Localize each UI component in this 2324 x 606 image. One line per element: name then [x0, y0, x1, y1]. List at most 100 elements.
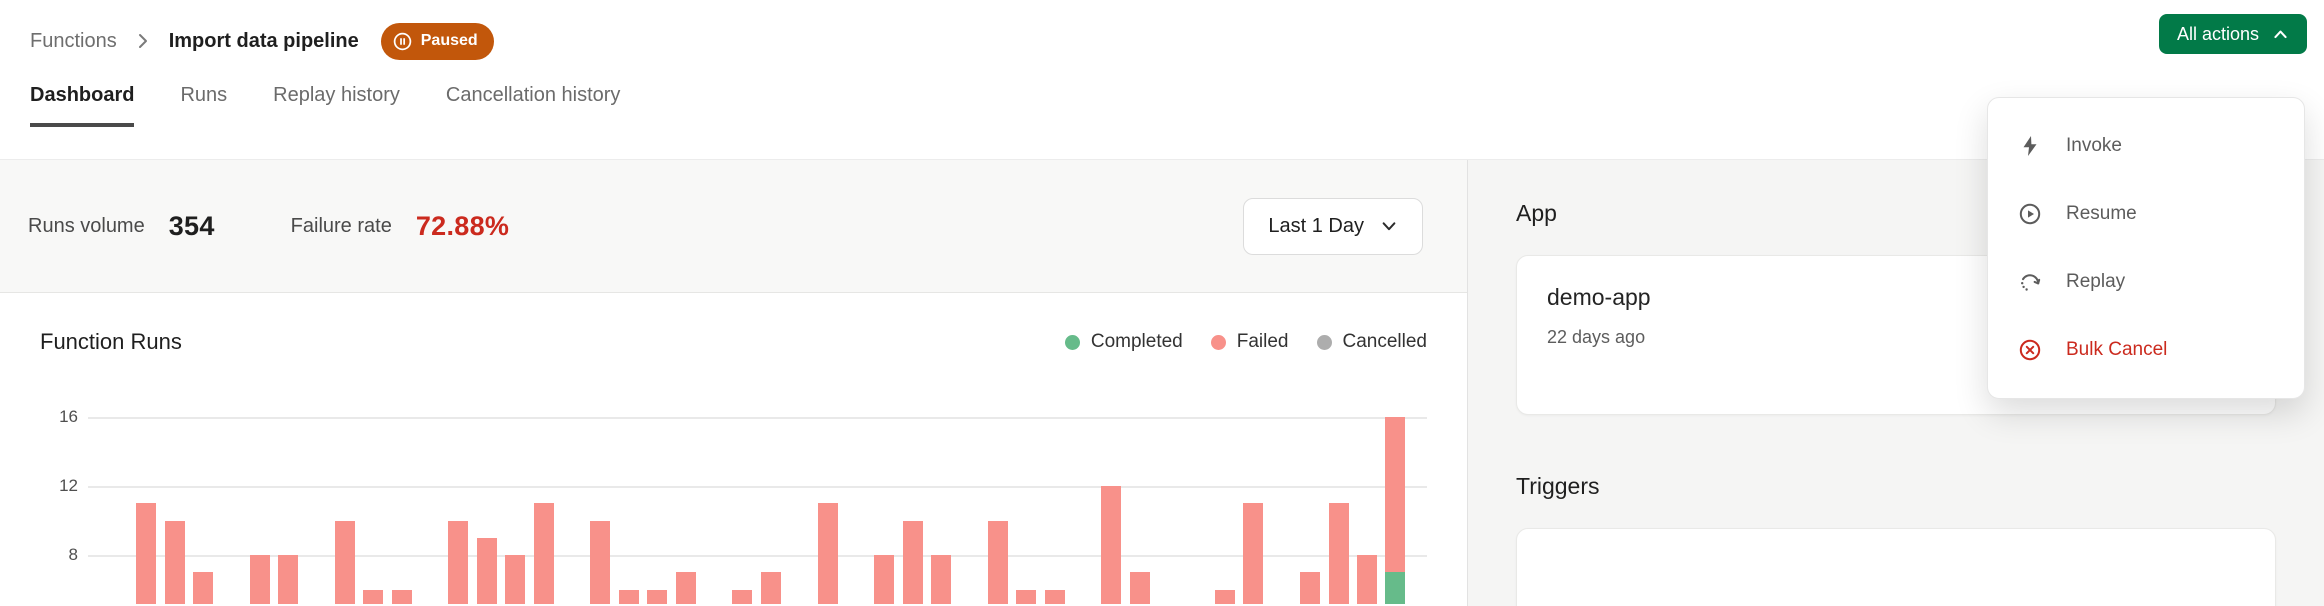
legend-dot [1316, 334, 1332, 350]
bar-failed [987, 520, 1008, 604]
chart-legend: Completed Failed Cancelled [1064, 331, 1428, 353]
bar-slot [1211, 403, 1239, 604]
gridline-16 [88, 417, 1427, 419]
bar-failed [902, 520, 923, 604]
gridline-8 [88, 555, 1427, 557]
menu-item-label: Invoke [2066, 135, 2122, 156]
bar-slot [1381, 403, 1409, 604]
legend-dot [1064, 334, 1080, 350]
bar-slot [757, 403, 785, 604]
stats-row: Runs volume 354 Failure rate 72.88% Last… [0, 160, 1467, 293]
bar-failed [1328, 503, 1349, 604]
tab-replay-history[interactable]: Replay history [273, 84, 400, 106]
cancel-circle-icon [2018, 338, 2042, 362]
bar-slot [132, 403, 160, 604]
status-badge: Paused [380, 22, 494, 60]
app-section-heading: App [1516, 200, 1557, 226]
legend-label: Failed [1236, 331, 1289, 352]
legend-label: Cancelled [1342, 331, 1428, 352]
bar-slot [984, 403, 1012, 604]
bar-failed [1101, 486, 1122, 604]
bar-slot [643, 403, 671, 604]
bar-slot [1126, 403, 1154, 604]
bar-slot [1069, 403, 1097, 604]
bar-slot [160, 403, 188, 604]
bar-slot [1353, 403, 1381, 604]
chevron-right-icon [133, 31, 153, 51]
app-last-synced: 22 days ago [1547, 327, 1646, 347]
chevron-up-icon [2272, 26, 2289, 43]
replay-icon [2018, 270, 2042, 294]
tab-dashboard[interactable]: Dashboard [30, 84, 135, 127]
bar-failed [136, 503, 157, 604]
menu-item-invoke[interactable]: Invoke [1988, 112, 2304, 180]
legend-dot [1210, 334, 1226, 350]
bar-slot [1154, 403, 1182, 604]
menu-item-label: Bulk Cancel [2066, 339, 2168, 360]
bar-slot [302, 403, 330, 604]
breadcrumb-functions-link[interactable]: Functions [30, 29, 117, 52]
bar-failed [363, 589, 384, 604]
bar-slot [700, 403, 728, 604]
tab-bar: Dashboard Runs Replay history Cancellati… [0, 84, 2324, 127]
bar-slot [671, 403, 699, 604]
bar-failed [1300, 572, 1321, 604]
runs-volume-label: Runs volume [28, 214, 145, 237]
bar-slot [1041, 403, 1069, 604]
menu-item-label: Replay [2066, 271, 2126, 292]
bar-slot [189, 403, 217, 604]
bar-failed [817, 503, 838, 604]
bar-failed [760, 572, 781, 604]
time-range-select[interactable]: Last 1 Day [1243, 197, 1423, 255]
page-title: Import data pipeline [168, 29, 359, 52]
chart-header: Function Runs Completed Failed Cancelled [40, 329, 1427, 355]
bar-failed [249, 555, 270, 604]
bar-slot [473, 403, 501, 604]
triggers-card [1516, 528, 2276, 606]
bar-slot [813, 403, 841, 604]
menu-item-label: Resume [2066, 203, 2137, 224]
bar-failed [278, 555, 299, 604]
tab-runs[interactable]: Runs [180, 84, 228, 106]
status-badge-label: Paused [420, 32, 478, 49]
bar-slot [927, 403, 955, 604]
bar-slot [899, 403, 927, 604]
dashboard-panel: Runs volume 354 Failure rate 72.88% Last… [0, 160, 1467, 606]
menu-item-bulk-cancel[interactable]: Bulk Cancel [1988, 316, 2304, 384]
menu-item-resume[interactable]: Resume [1988, 180, 2304, 248]
function-runs-chart-card: Function Runs Completed Failed Cancelled 8… [0, 293, 1467, 606]
bar-failed [1356, 555, 1377, 604]
bar-slot [1182, 403, 1210, 604]
bar-failed [1215, 589, 1236, 604]
chevron-down-icon [1380, 217, 1398, 235]
bar-slot [331, 403, 359, 604]
bar-slot [558, 403, 586, 604]
bar-failed [334, 520, 355, 604]
bar-slot [444, 403, 472, 604]
y-axis-tick-8: 8 [68, 545, 78, 564]
legend-item-failed: Failed [1210, 331, 1289, 353]
bar-failed [1385, 417, 1406, 573]
menu-item-replay[interactable]: Replay [1988, 248, 2304, 316]
tab-cancellation-history[interactable]: Cancellation history [445, 84, 621, 106]
bar-failed [590, 520, 611, 604]
bar-completed [1385, 572, 1406, 604]
pause-circle-icon [392, 31, 413, 52]
all-actions-button[interactable]: All actions [2158, 14, 2307, 54]
bar-failed [1129, 572, 1150, 604]
bar-failed [1016, 589, 1037, 604]
runs-volume-value: 354 [168, 210, 215, 241]
bar-slot [388, 403, 416, 604]
bar-slot [1097, 403, 1125, 604]
gridline-12 [88, 486, 1427, 488]
bar-failed [1044, 589, 1065, 604]
bar-failed [448, 520, 469, 604]
bolt-icon [2018, 134, 2042, 158]
failure-rate-label: Failure rate [290, 214, 392, 237]
failure-rate-stat: Failure rate 72.88% [291, 211, 510, 242]
bar-slot [217, 403, 245, 604]
bar-slot [785, 403, 813, 604]
bar-failed [931, 555, 952, 604]
bar-failed [505, 555, 526, 604]
bar-failed [647, 589, 668, 604]
